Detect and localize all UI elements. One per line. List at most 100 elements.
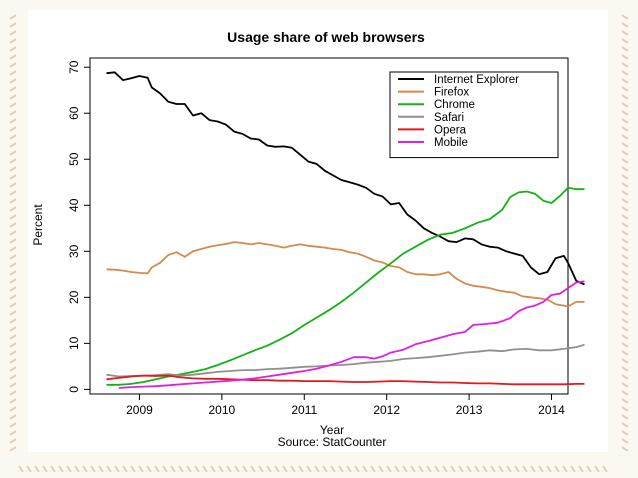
stitch-mark — [146, 466, 152, 472]
stitch-mark — [10, 374, 16, 380]
stitch-mark — [10, 366, 16, 372]
stitch-mark — [298, 466, 304, 472]
stitch-mark — [250, 466, 256, 472]
y-tick-label: 40 — [67, 198, 81, 212]
stitch-mark — [10, 14, 16, 20]
stitch-mark — [10, 254, 16, 260]
stitch-mark — [622, 262, 628, 268]
stitch-mark — [10, 190, 16, 196]
stitch-mark — [10, 118, 16, 124]
stitch-mark — [622, 230, 628, 236]
stitch-mark — [586, 466, 592, 472]
stitch-mark — [98, 466, 104, 472]
stitch-mark — [266, 466, 272, 472]
stitch-mark — [242, 466, 248, 472]
stitch-mark — [622, 206, 628, 212]
stitch-mark — [10, 302, 16, 308]
stitch-mark — [622, 342, 628, 348]
stitch-mark — [622, 54, 628, 60]
stitch-mark — [514, 466, 520, 472]
series-line-opera — [106, 374, 585, 386]
stitch-mark — [522, 466, 528, 472]
stitch-mark — [622, 70, 628, 76]
stitch-mark — [622, 158, 628, 164]
stitch-mark — [622, 350, 628, 356]
stitch-mark — [482, 466, 488, 472]
stitch-mark — [10, 38, 16, 44]
chart-panel: Usage share of web browsers 2009 2010 2011… — [28, 10, 608, 452]
stitch-mark — [394, 466, 400, 472]
stitch-mark — [10, 334, 16, 340]
stitch-mark — [410, 466, 416, 472]
stitch-mark — [274, 466, 280, 472]
stitch-mark — [578, 466, 584, 472]
stitch-mark — [622, 86, 628, 92]
stitch-mark — [10, 278, 16, 284]
stitch-mark — [130, 466, 136, 472]
stitch-mark — [10, 126, 16, 132]
decorative-stitch-right — [622, 14, 628, 462]
stitch-mark — [10, 46, 16, 52]
stitch-mark — [622, 14, 628, 20]
stitch-mark — [354, 466, 360, 472]
stitch-mark — [10, 158, 16, 164]
stitch-mark — [10, 238, 16, 244]
stitch-mark — [306, 466, 312, 472]
stitch-mark — [10, 262, 16, 268]
stitch-mark — [362, 466, 368, 472]
legend-label-internet-explorer: Internet Explorer — [434, 74, 519, 86]
stitch-mark — [282, 466, 288, 472]
stitch-mark — [10, 102, 16, 108]
stitch-mark — [622, 374, 628, 380]
stitch-mark — [622, 94, 628, 100]
stitch-mark — [10, 62, 16, 68]
stitch-mark — [10, 326, 16, 332]
stitch-mark — [622, 102, 628, 108]
stitch-mark — [622, 22, 628, 28]
stitch-mark — [10, 222, 16, 228]
stitch-mark — [10, 134, 16, 140]
stitch-mark — [10, 438, 16, 444]
stitch-mark — [10, 142, 16, 148]
stitch-mark — [290, 466, 296, 472]
x-tick-label: 2012 — [373, 403, 400, 417]
stitch-mark — [498, 466, 504, 472]
stitch-mark — [562, 466, 568, 472]
stitch-mark — [622, 334, 628, 340]
stitch-mark — [622, 182, 628, 188]
stitch-mark — [622, 222, 628, 228]
stitch-mark — [434, 466, 440, 472]
stitch-mark — [602, 466, 608, 472]
stitch-mark — [10, 86, 16, 92]
stitch-mark — [622, 78, 628, 84]
series-line-chrome — [106, 186, 585, 386]
stitch-mark — [622, 30, 628, 36]
stitch-mark — [458, 466, 464, 472]
stitch-mark — [10, 198, 16, 204]
stitch-mark — [10, 270, 16, 276]
y-tick-label: 20 — [67, 290, 81, 304]
stitch-mark — [10, 446, 16, 452]
stitch-mark — [10, 206, 16, 212]
x-tick-label: 2013 — [456, 403, 483, 417]
stitch-mark — [418, 466, 424, 472]
stitch-mark — [170, 466, 176, 472]
stitch-mark — [66, 466, 72, 472]
stitch-mark — [50, 466, 56, 472]
decorative-stitch-bottom — [18, 466, 618, 472]
stitch-mark — [10, 350, 16, 356]
stitch-mark — [10, 166, 16, 172]
x-tick-label: 2009 — [126, 403, 153, 417]
stitch-mark — [622, 366, 628, 372]
stitch-mark — [622, 414, 628, 420]
stitch-mark — [622, 110, 628, 116]
stitch-mark — [622, 422, 628, 428]
stitch-mark — [10, 214, 16, 220]
stitch-mark — [10, 342, 16, 348]
stitch-mark — [194, 466, 200, 472]
series-lines — [106, 71, 585, 389]
stitch-mark — [622, 286, 628, 292]
stitch-mark — [10, 246, 16, 252]
stitch-mark — [10, 230, 16, 236]
stitch-mark — [346, 466, 352, 472]
